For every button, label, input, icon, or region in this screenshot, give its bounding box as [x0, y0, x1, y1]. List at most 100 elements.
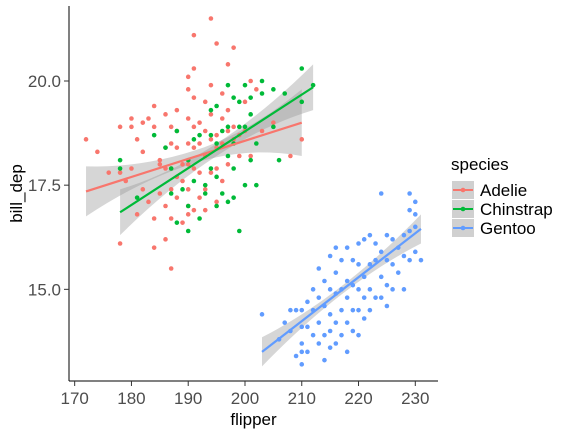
data-point-chinstrap [219, 128, 225, 134]
data-point-gentoo [299, 341, 305, 346]
data-point-gentoo [350, 257, 356, 263]
data-point-adelie [197, 170, 202, 175]
legend-key-point [460, 187, 466, 193]
data-point-gentoo [361, 316, 367, 321]
data-point-chinstrap [271, 87, 276, 92]
data-point-chinstrap [225, 199, 231, 205]
data-point-adelie [231, 45, 236, 50]
data-point-chinstrap [214, 203, 219, 209]
data-point-gentoo [361, 237, 367, 242]
data-point-adelie [168, 141, 174, 146]
data-point-chinstrap [242, 182, 248, 188]
data-point-gentoo [327, 312, 333, 317]
data-point-gentoo [412, 224, 418, 230]
data-point-adelie [197, 120, 202, 125]
data-point-gentoo [412, 199, 418, 205]
data-point-adelie [185, 141, 191, 146]
data-point-gentoo [350, 307, 356, 313]
legend-title: species [451, 155, 509, 174]
data-point-gentoo [401, 253, 407, 259]
data-point-adelie [254, 87, 259, 92]
x-tick-label: 180 [117, 389, 145, 408]
data-point-adelie [191, 207, 197, 213]
data-point-gentoo [384, 257, 390, 263]
data-point-chinstrap [174, 220, 180, 225]
data-point-chinstrap [219, 191, 225, 196]
data-point-adelie [185, 87, 191, 92]
data-point-adelie [208, 16, 214, 21]
data-point-adelie [151, 245, 157, 250]
data-point-gentoo [378, 274, 384, 280]
data-point-adelie [231, 124, 236, 130]
data-point-adelie [129, 124, 134, 130]
data-point-adelie [185, 187, 191, 192]
data-point-adelie [219, 116, 225, 121]
data-point-chinstrap [299, 99, 305, 105]
data-point-adelie [83, 137, 89, 142]
data-point-adelie [129, 166, 134, 171]
data-point-chinstrap [180, 187, 185, 192]
data-point-adelie [242, 99, 248, 105]
data-point-gentoo [356, 241, 361, 246]
data-point-adelie [95, 149, 100, 155]
y-tick-label: 20.0 [28, 72, 61, 91]
data-point-adelie [299, 137, 305, 142]
data-point-adelie [214, 132, 219, 138]
regression-line-chinstrap [119, 86, 314, 214]
regression-lines [85, 86, 422, 353]
data-point-adelie [191, 166, 197, 171]
legend-key-point [460, 225, 466, 231]
data-point-chinstrap [202, 191, 208, 196]
data-point-chinstrap [134, 195, 140, 200]
data-point-gentoo [333, 341, 339, 346]
data-point-gentoo [310, 332, 316, 338]
data-point-gentoo [316, 341, 322, 346]
data-point-adelie [174, 195, 180, 200]
data-point-adelie [191, 124, 197, 130]
data-point-gentoo [418, 257, 424, 263]
data-point-chinstrap [117, 157, 123, 163]
data-point-gentoo [361, 295, 367, 300]
data-point-chinstrap [163, 145, 168, 150]
data-point-gentoo [378, 295, 384, 300]
data-point-gentoo [333, 270, 339, 275]
data-point-adelie [117, 170, 123, 175]
data-point-chinstrap [225, 82, 231, 88]
data-point-adelie [271, 120, 276, 125]
data-point-gentoo [407, 257, 412, 263]
data-point-adelie [219, 178, 225, 184]
legend-label-adelie: Adelie [480, 181, 527, 200]
data-point-gentoo [401, 232, 407, 238]
data-point-gentoo [327, 328, 333, 334]
data-point-chinstrap [237, 99, 242, 105]
data-point-adelie [208, 137, 214, 142]
data-point-adelie [225, 128, 231, 134]
y-axis-title: bill_dep [7, 164, 26, 223]
data-point-adelie [157, 162, 163, 167]
data-point-adelie [151, 103, 157, 109]
data-point-adelie [151, 124, 157, 130]
data-point-gentoo [339, 257, 344, 263]
data-point-adelie [225, 62, 231, 67]
data-point-chinstrap [248, 112, 253, 117]
data-point-adelie [163, 237, 168, 242]
data-point-adelie [129, 116, 134, 121]
data-point-adelie [202, 99, 208, 105]
data-point-adelie [146, 199, 151, 205]
data-point-gentoo [350, 328, 356, 334]
data-point-chinstrap [117, 166, 123, 171]
data-point-adelie [191, 145, 197, 150]
data-point-gentoo [344, 295, 350, 300]
data-point-gentoo [373, 257, 378, 263]
y-tick-label: 15.0 [28, 280, 61, 299]
data-point-chinstrap [185, 203, 191, 209]
data-point-adelie [117, 241, 123, 246]
data-point-gentoo [299, 362, 305, 367]
data-point-gentoo [299, 307, 305, 313]
y-tick-label: 17.5 [28, 176, 61, 195]
data-points [83, 16, 424, 367]
regression-line-adelie [85, 121, 303, 193]
data-point-adelie [157, 157, 163, 163]
